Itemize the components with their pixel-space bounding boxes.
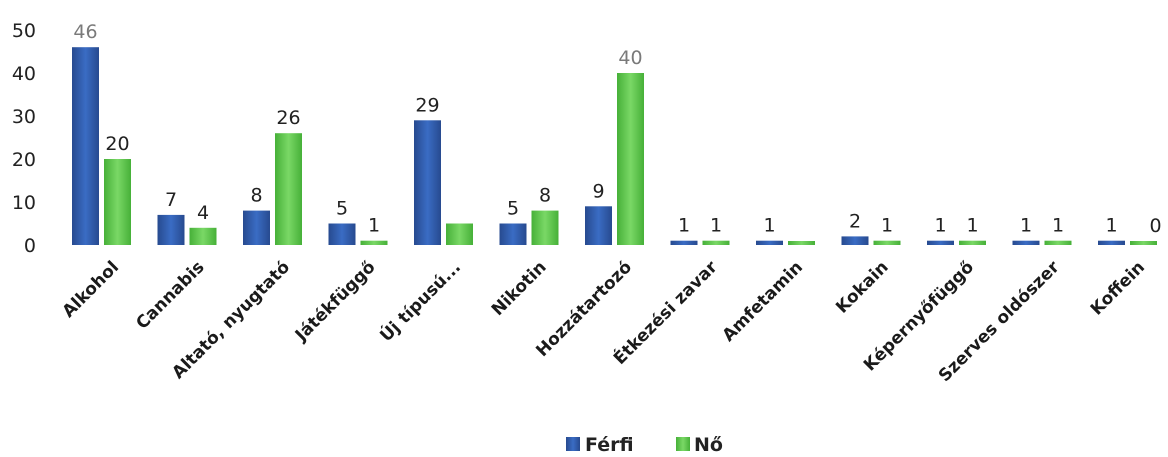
data-label: 0 [1149,215,1161,237]
x-category-label: Játékfüggő [291,257,380,346]
data-label: 1 [710,215,722,237]
data-label: 1 [368,215,380,237]
bar-ferfi-3 [328,223,356,245]
data-label: 26 [276,107,300,129]
legend-label-no: Nő [694,434,723,456]
bar-no-0 [104,159,131,245]
data-label: 1 [1052,215,1064,237]
bar-no-9 [873,240,901,245]
y-tick-label: 40 [12,63,36,85]
data-label: 7 [165,189,177,211]
bar-no-3 [360,240,388,245]
data-label: 40 [618,47,642,69]
bar-ferfi-0 [72,47,99,246]
data-label: 8 [250,185,262,207]
data-label: 5 [507,198,519,220]
bar-ferfi-6 [585,206,612,245]
y-tick-label: 0 [24,235,36,257]
x-category-label: Koffein [1087,257,1149,319]
data-label: 1 [763,215,775,237]
x-category-label: Alkohol [59,257,123,321]
x-category-label: Kokain [832,257,892,317]
x-category-label: Amfetamin [719,257,807,345]
bar-no-2 [275,133,302,245]
bar-no-5 [531,210,559,245]
bar-no-12 [1130,241,1157,245]
x-category-label: Új típusú... [375,256,465,346]
data-label: 29 [415,94,439,116]
legend-swatch-no [676,437,690,451]
data-label: 1 [1020,215,1032,237]
legend-swatch-ferfi [566,437,580,451]
data-label: 46 [73,21,97,43]
bar-ferfi-12 [1098,240,1125,245]
legend-label-ferfi: Férfi [585,434,634,456]
bar-no-1 [189,227,217,245]
y-tick-label: 50 [12,20,36,42]
bar-no-10 [959,240,986,245]
bar-no-7 [702,240,730,245]
data-label: 8 [539,185,551,207]
bar-no-4 [446,223,473,245]
data-label: 1 [934,215,946,237]
bar-ferfi-7 [670,240,698,245]
bar-ferfi-4 [414,120,441,245]
bar-ferfi-8 [756,240,783,245]
bar-ferfi-1 [157,214,185,245]
data-label: 1 [966,215,978,237]
bar-no-6 [617,73,644,245]
x-category-label: Cannabis [132,257,208,333]
data-label: 2 [849,210,861,232]
data-label: 5 [336,198,348,220]
bar-ferfi-5 [499,223,527,245]
y-tick-label: 10 [12,192,36,214]
bars [72,47,1157,246]
y-tick-label: 20 [12,149,36,171]
data-label: 20 [105,133,129,155]
data-label: 4 [197,202,209,224]
data-label: 1 [678,215,690,237]
bar-no-8 [788,241,815,245]
y-axis: 0 10 20 30 40 50 [12,20,36,257]
bar-ferfi-10 [927,240,954,245]
bar-ferfi-9 [841,236,869,245]
legend: Férfi Nő [566,434,723,456]
bar-ferfi-11 [1012,240,1040,245]
bar-ferfi-2 [243,210,270,245]
bar-no-11 [1044,240,1072,245]
x-category-label: Nikotin [488,257,551,320]
data-label: 1 [881,215,893,237]
data-label: 9 [592,180,604,202]
data-label: 1 [1105,215,1117,237]
y-tick-label: 30 [12,106,36,128]
